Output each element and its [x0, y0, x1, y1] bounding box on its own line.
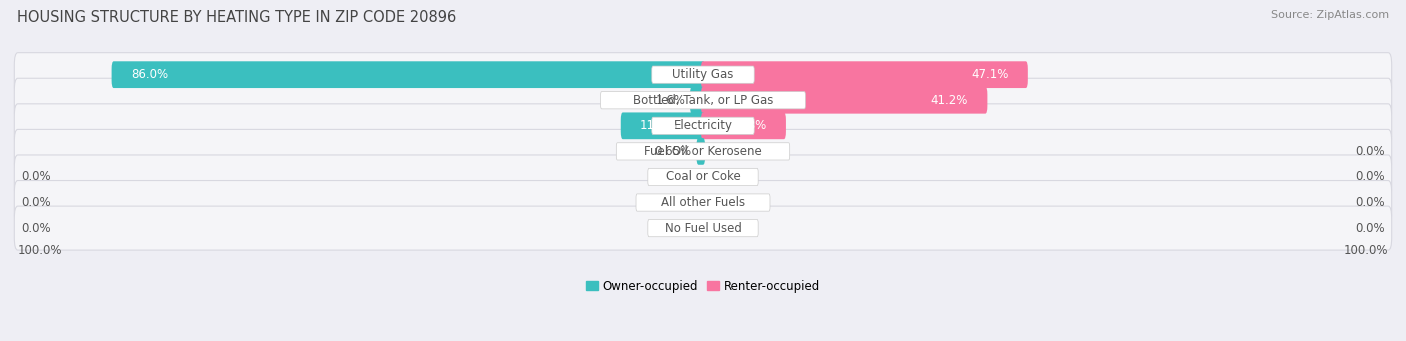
FancyBboxPatch shape: [652, 117, 754, 134]
Text: Fuel Oil or Kerosene: Fuel Oil or Kerosene: [644, 145, 762, 158]
Text: 0.0%: 0.0%: [1355, 145, 1385, 158]
FancyBboxPatch shape: [636, 194, 770, 211]
Text: 41.2%: 41.2%: [931, 94, 969, 107]
Text: 0.0%: 0.0%: [21, 196, 51, 209]
Text: HOUSING STRUCTURE BY HEATING TYPE IN ZIP CODE 20896: HOUSING STRUCTURE BY HEATING TYPE IN ZIP…: [17, 10, 456, 25]
FancyBboxPatch shape: [14, 129, 1392, 173]
FancyBboxPatch shape: [14, 104, 1392, 148]
Text: Bottled, Tank, or LP Gas: Bottled, Tank, or LP Gas: [633, 94, 773, 107]
Text: 0.65%: 0.65%: [655, 145, 692, 158]
Text: 0.0%: 0.0%: [1355, 170, 1385, 183]
FancyBboxPatch shape: [652, 66, 754, 83]
FancyBboxPatch shape: [621, 113, 704, 139]
FancyBboxPatch shape: [616, 143, 790, 160]
FancyBboxPatch shape: [702, 87, 987, 114]
Text: 11.8%: 11.8%: [730, 119, 766, 132]
FancyBboxPatch shape: [648, 220, 758, 237]
Text: 0.0%: 0.0%: [21, 222, 51, 235]
Legend: Owner-occupied, Renter-occupied: Owner-occupied, Renter-occupied: [586, 280, 820, 293]
Text: 86.0%: 86.0%: [131, 68, 167, 81]
FancyBboxPatch shape: [14, 53, 1392, 97]
FancyBboxPatch shape: [690, 87, 704, 114]
Text: 100.0%: 100.0%: [18, 244, 62, 257]
Text: Coal or Coke: Coal or Coke: [665, 170, 741, 183]
Text: All other Fuels: All other Fuels: [661, 196, 745, 209]
FancyBboxPatch shape: [14, 78, 1392, 122]
Text: 47.1%: 47.1%: [972, 68, 1008, 81]
FancyBboxPatch shape: [600, 92, 806, 109]
Text: Electricity: Electricity: [673, 119, 733, 132]
FancyBboxPatch shape: [14, 155, 1392, 199]
FancyBboxPatch shape: [14, 180, 1392, 224]
Text: 0.0%: 0.0%: [21, 170, 51, 183]
Text: Utility Gas: Utility Gas: [672, 68, 734, 81]
Text: 11.7%: 11.7%: [640, 119, 678, 132]
Text: 0.0%: 0.0%: [1355, 222, 1385, 235]
Text: 1.6%: 1.6%: [655, 94, 685, 107]
FancyBboxPatch shape: [696, 138, 704, 165]
FancyBboxPatch shape: [702, 113, 786, 139]
Text: No Fuel Used: No Fuel Used: [665, 222, 741, 235]
FancyBboxPatch shape: [111, 61, 704, 88]
FancyBboxPatch shape: [648, 168, 758, 186]
Text: 100.0%: 100.0%: [1344, 244, 1388, 257]
FancyBboxPatch shape: [702, 61, 1028, 88]
FancyBboxPatch shape: [14, 206, 1392, 250]
Text: 0.0%: 0.0%: [1355, 196, 1385, 209]
Text: Source: ZipAtlas.com: Source: ZipAtlas.com: [1271, 10, 1389, 20]
